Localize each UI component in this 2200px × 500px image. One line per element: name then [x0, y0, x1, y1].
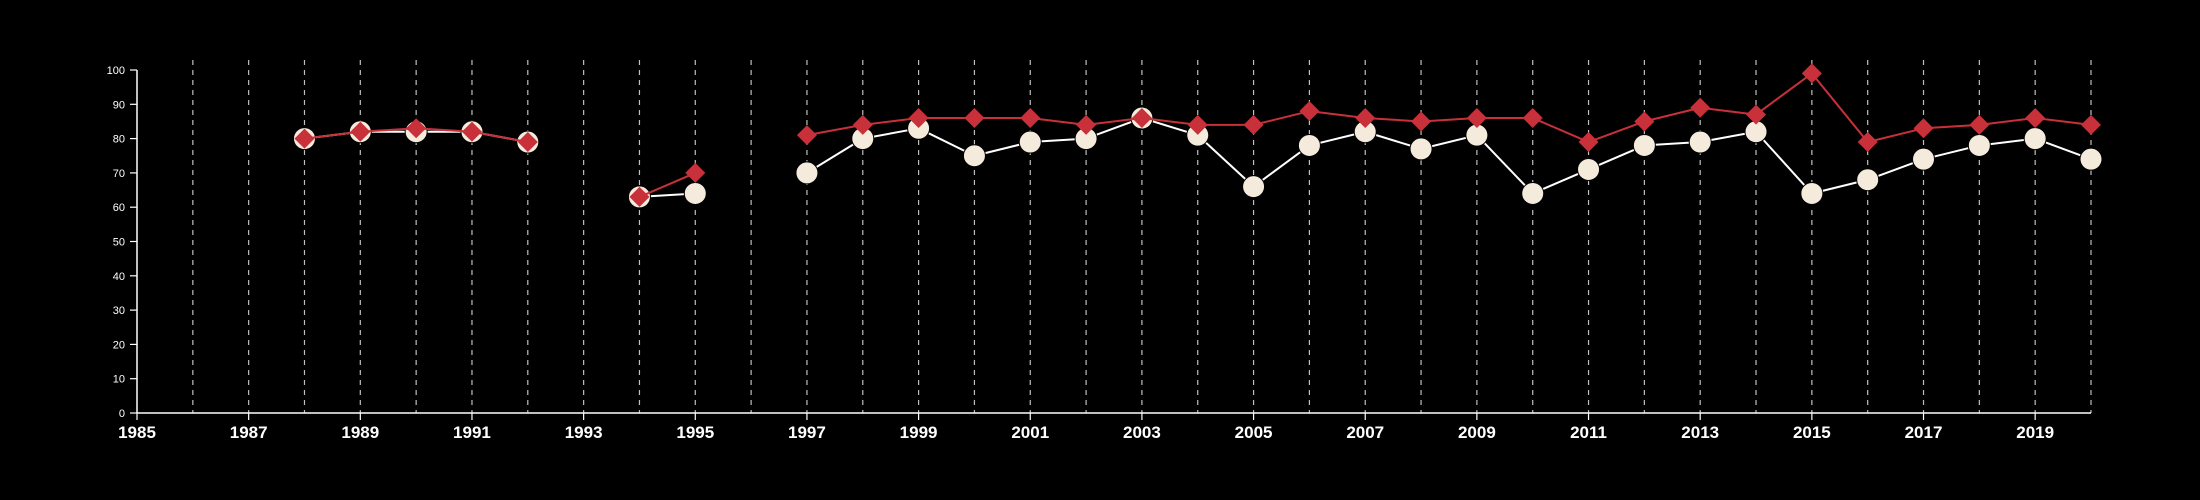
x-tick-label: 1985	[118, 423, 156, 442]
data-point-diamond	[294, 128, 315, 149]
data-point-diamond	[1299, 101, 1320, 122]
x-tick-label: 2009	[1458, 423, 1496, 442]
x-tick-label: 2017	[1905, 423, 1943, 442]
series-1	[292, 106, 2103, 209]
data-point-diamond	[1076, 114, 1097, 135]
axes: 0 10 20 30 40 50 60 70 80 90 100 1985 1987 1989 1991 19…	[107, 65, 2091, 442]
data-point-circle	[1800, 181, 1824, 205]
x-tick-label: 1989	[341, 423, 379, 442]
data-point-diamond	[1187, 114, 1208, 135]
data-point-circle	[1688, 130, 1712, 154]
data-point-diamond	[1578, 132, 1599, 153]
series-2	[294, 63, 2101, 207]
data-point-diamond	[1690, 97, 1711, 118]
data-point-diamond	[1355, 108, 1376, 129]
y-tick-label: 30	[113, 305, 125, 317]
data-point-diamond	[2081, 114, 2101, 135]
data-point-circle	[1856, 168, 1880, 192]
y-tick-label: 70	[113, 168, 125, 180]
data-point-diamond	[1466, 108, 1487, 129]
data-point-diamond	[1746, 104, 1767, 125]
series-group	[292, 63, 2103, 209]
x-tick-label: 1993	[565, 423, 603, 442]
data-point-circle	[2079, 147, 2103, 171]
data-point-circle	[1297, 133, 1321, 157]
series-line	[639, 171, 696, 198]
y-tick-label: 60	[113, 202, 125, 214]
data-point-circle	[1018, 130, 1042, 154]
data-point-diamond	[1969, 114, 1990, 135]
data-point-diamond	[406, 118, 427, 139]
data-point-diamond	[852, 114, 873, 135]
y-tick-label: 90	[113, 99, 125, 111]
data-point-diamond	[908, 108, 929, 129]
data-point-diamond	[964, 108, 985, 129]
data-point-circle	[1242, 175, 1266, 199]
data-point-diamond	[1522, 108, 1543, 129]
data-point-diamond	[1913, 118, 1934, 139]
x-tick-label: 1987	[230, 423, 268, 442]
gridlines	[192, 60, 2092, 413]
data-point-diamond	[1243, 114, 1264, 135]
data-point-diamond	[1131, 108, 1152, 129]
x-tick-label: 2015	[1793, 423, 1831, 442]
data-point-diamond	[1801, 63, 1822, 84]
data-point-circle	[1577, 157, 1601, 181]
series-line	[806, 72, 2092, 144]
x-tick-label: 2013	[1681, 423, 1719, 442]
data-point-circle	[1409, 137, 1433, 161]
data-point-diamond	[1020, 108, 1041, 129]
data-point-circle	[1632, 133, 1656, 157]
y-tick-label: 80	[113, 134, 125, 146]
data-point-diamond	[350, 121, 371, 142]
series-line	[806, 117, 2092, 195]
x-tick-label: 1995	[676, 423, 714, 442]
data-point-diamond	[517, 132, 538, 153]
data-point-circle	[962, 144, 986, 168]
data-point-diamond	[685, 162, 706, 183]
y-tick-label: 0	[119, 408, 125, 420]
data-point-diamond	[1634, 111, 1655, 132]
x-tick-label: 2001	[1011, 423, 1049, 442]
data-point-circle	[2023, 127, 2047, 151]
data-point-circle	[1521, 181, 1545, 205]
data-point-diamond	[1411, 111, 1432, 132]
y-tick-label: 40	[113, 271, 125, 283]
x-tick-label: 2011	[1570, 423, 1607, 442]
data-point-diamond	[461, 121, 482, 142]
y-tick-label: 10	[113, 374, 125, 386]
data-point-circle	[1912, 147, 1936, 171]
x-tick-label: 2005	[1235, 423, 1273, 442]
data-point-circle	[683, 181, 707, 205]
data-point-diamond	[2025, 108, 2046, 129]
data-point-diamond	[1857, 132, 1878, 153]
y-tick-label: 50	[113, 237, 125, 249]
data-point-circle	[1967, 133, 1991, 157]
x-tick-label: 1991	[453, 423, 491, 442]
x-tick-label: 1999	[900, 423, 938, 442]
y-tick-label: 20	[113, 339, 125, 351]
data-point-diamond	[796, 125, 817, 146]
x-tick-label: 1997	[788, 423, 826, 442]
x-tick-label: 2003	[1123, 423, 1161, 442]
x-tick-label: 2019	[2016, 423, 2054, 442]
x-tick-label: 2007	[1346, 423, 1384, 442]
data-point-diamond	[629, 186, 650, 207]
data-point-circle	[795, 161, 819, 185]
y-tick-label: 100	[107, 65, 125, 77]
